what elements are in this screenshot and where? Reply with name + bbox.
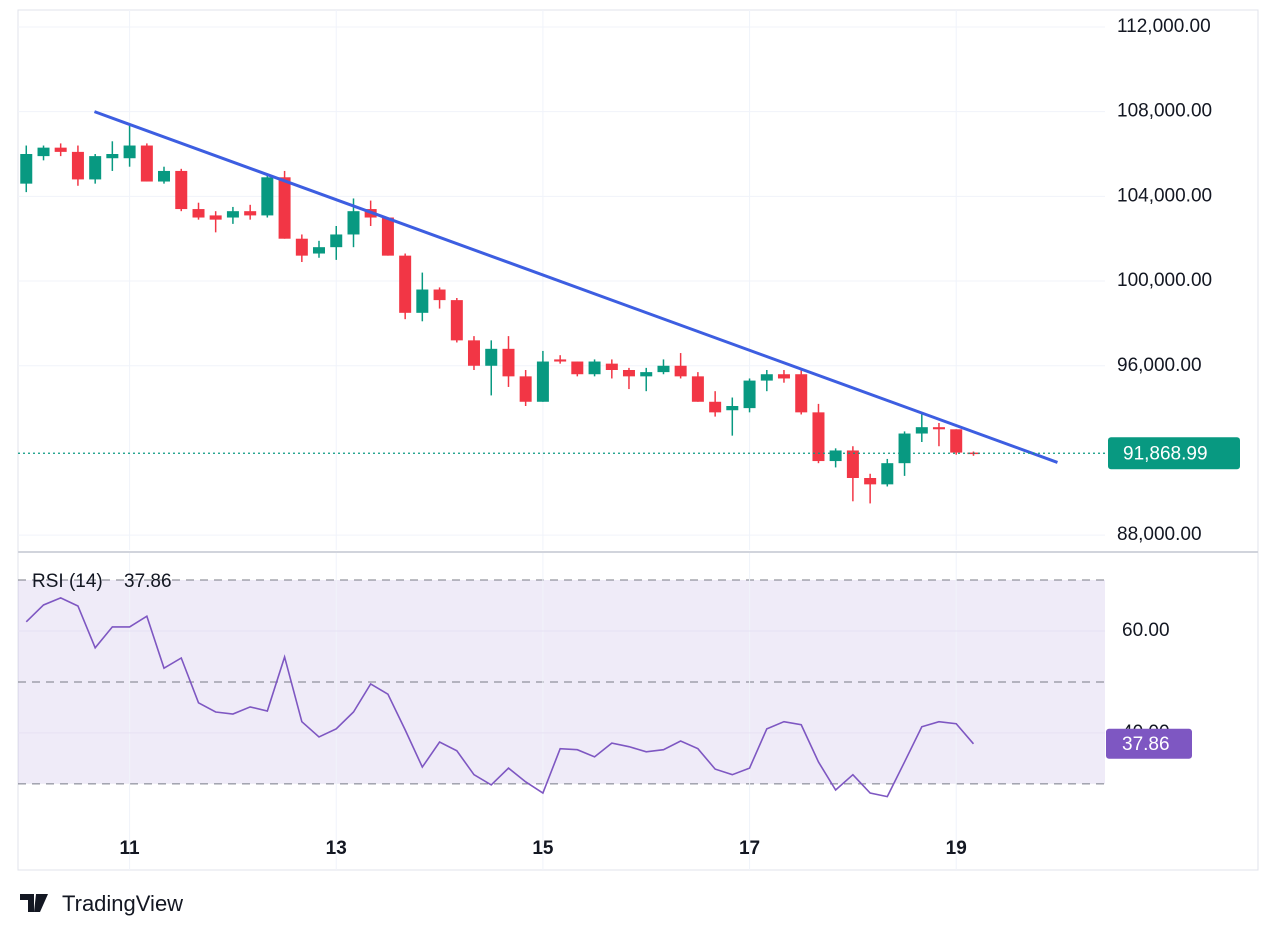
- rsi-value-label: 37.86: [1122, 734, 1170, 755]
- y-tick-label: 60.00: [1122, 620, 1170, 641]
- trend-line: [93, 110, 1058, 464]
- candle-body: [175, 170, 188, 210]
- candle-body: [554, 359, 567, 362]
- y-tick-label: 88,000.00: [1117, 524, 1202, 545]
- candle-body: [54, 147, 67, 152]
- candle-body: [450, 300, 463, 341]
- candle-body: [846, 450, 859, 478]
- rsi-legend-name: RSI (14): [32, 571, 103, 592]
- candle-body: [898, 433, 911, 464]
- logo: [20, 894, 48, 912]
- last-price-label: 91,868.99: [1123, 443, 1208, 464]
- x-tick-label: 19: [946, 838, 967, 859]
- y-tick-label: 100,000.00: [1117, 270, 1212, 291]
- candle-body: [605, 363, 618, 370]
- candle-body: [881, 463, 894, 485]
- candle-body: [536, 361, 549, 402]
- candle-body: [467, 340, 480, 366]
- candle-body: [399, 255, 412, 313]
- candle-body: [209, 215, 222, 220]
- candle-body: [381, 217, 394, 256]
- x-tick-label: 11: [120, 838, 141, 859]
- candle-body: [777, 374, 790, 379]
- candle-body: [622, 370, 635, 377]
- candle-body: [932, 427, 945, 430]
- candle-body: [915, 427, 928, 434]
- x-tick-label: 17: [739, 838, 760, 859]
- frame: [17, 9, 1259, 871]
- candle-body: [795, 374, 808, 413]
- y-tick-label: 104,000.00: [1117, 185, 1212, 206]
- candle-body: [192, 209, 205, 218]
- candle-body: [20, 154, 33, 184]
- candle-body: [106, 154, 119, 159]
- candle-body: [140, 145, 153, 182]
- candle-body: [330, 234, 343, 248]
- candle-body: [295, 238, 308, 256]
- candle-body: [261, 177, 274, 216]
- candle-body: [485, 348, 498, 366]
- rsi-band: [18, 580, 1105, 784]
- candle-body: [571, 361, 584, 375]
- candle-body: [89, 156, 102, 180]
- logo-mark: [20, 894, 48, 912]
- candle-body: [158, 170, 171, 182]
- rsi-line: [25, 596, 975, 798]
- candle-body: [416, 289, 429, 313]
- plot: [18, 110, 1105, 798]
- candle-body: [312, 247, 325, 254]
- y-tick-label: 112,000.00: [1117, 16, 1211, 37]
- candle-body: [691, 376, 704, 402]
- candle-body: [864, 478, 877, 485]
- y-tick-label: 108,000.00: [1117, 101, 1212, 122]
- candle-body: [519, 376, 532, 402]
- candle-body: [123, 145, 136, 159]
- candle-body: [278, 177, 291, 239]
- candle-body: [588, 361, 601, 375]
- x-tick-label: 13: [326, 838, 347, 859]
- brand-name: TradingView: [62, 891, 183, 916]
- candle-body: [709, 401, 722, 413]
- candle-body: [37, 147, 50, 157]
- y-tick-label: 96,000.00: [1117, 355, 1202, 376]
- candle-body: [726, 406, 739, 411]
- grid: [18, 10, 1105, 870]
- candle-body: [950, 429, 963, 453]
- candle-body: [433, 289, 446, 301]
- last-price-box: [1108, 437, 1240, 470]
- candle-body: [502, 348, 515, 377]
- x-tick-label: 15: [532, 838, 554, 859]
- candle-body: [674, 365, 687, 377]
- candle-body: [226, 211, 239, 218]
- candle-body: [829, 450, 842, 462]
- rsi-legend-value: 37.86: [124, 571, 172, 592]
- candle-body: [812, 412, 825, 462]
- candle-body: [244, 211, 257, 216]
- candle-body: [347, 211, 360, 235]
- candle-body: [657, 365, 670, 373]
- candle-body: [760, 374, 773, 381]
- rsi-value-box: [1106, 728, 1192, 759]
- candle-body: [743, 380, 756, 409]
- candle-body: [640, 372, 653, 377]
- candle-body: [71, 151, 84, 180]
